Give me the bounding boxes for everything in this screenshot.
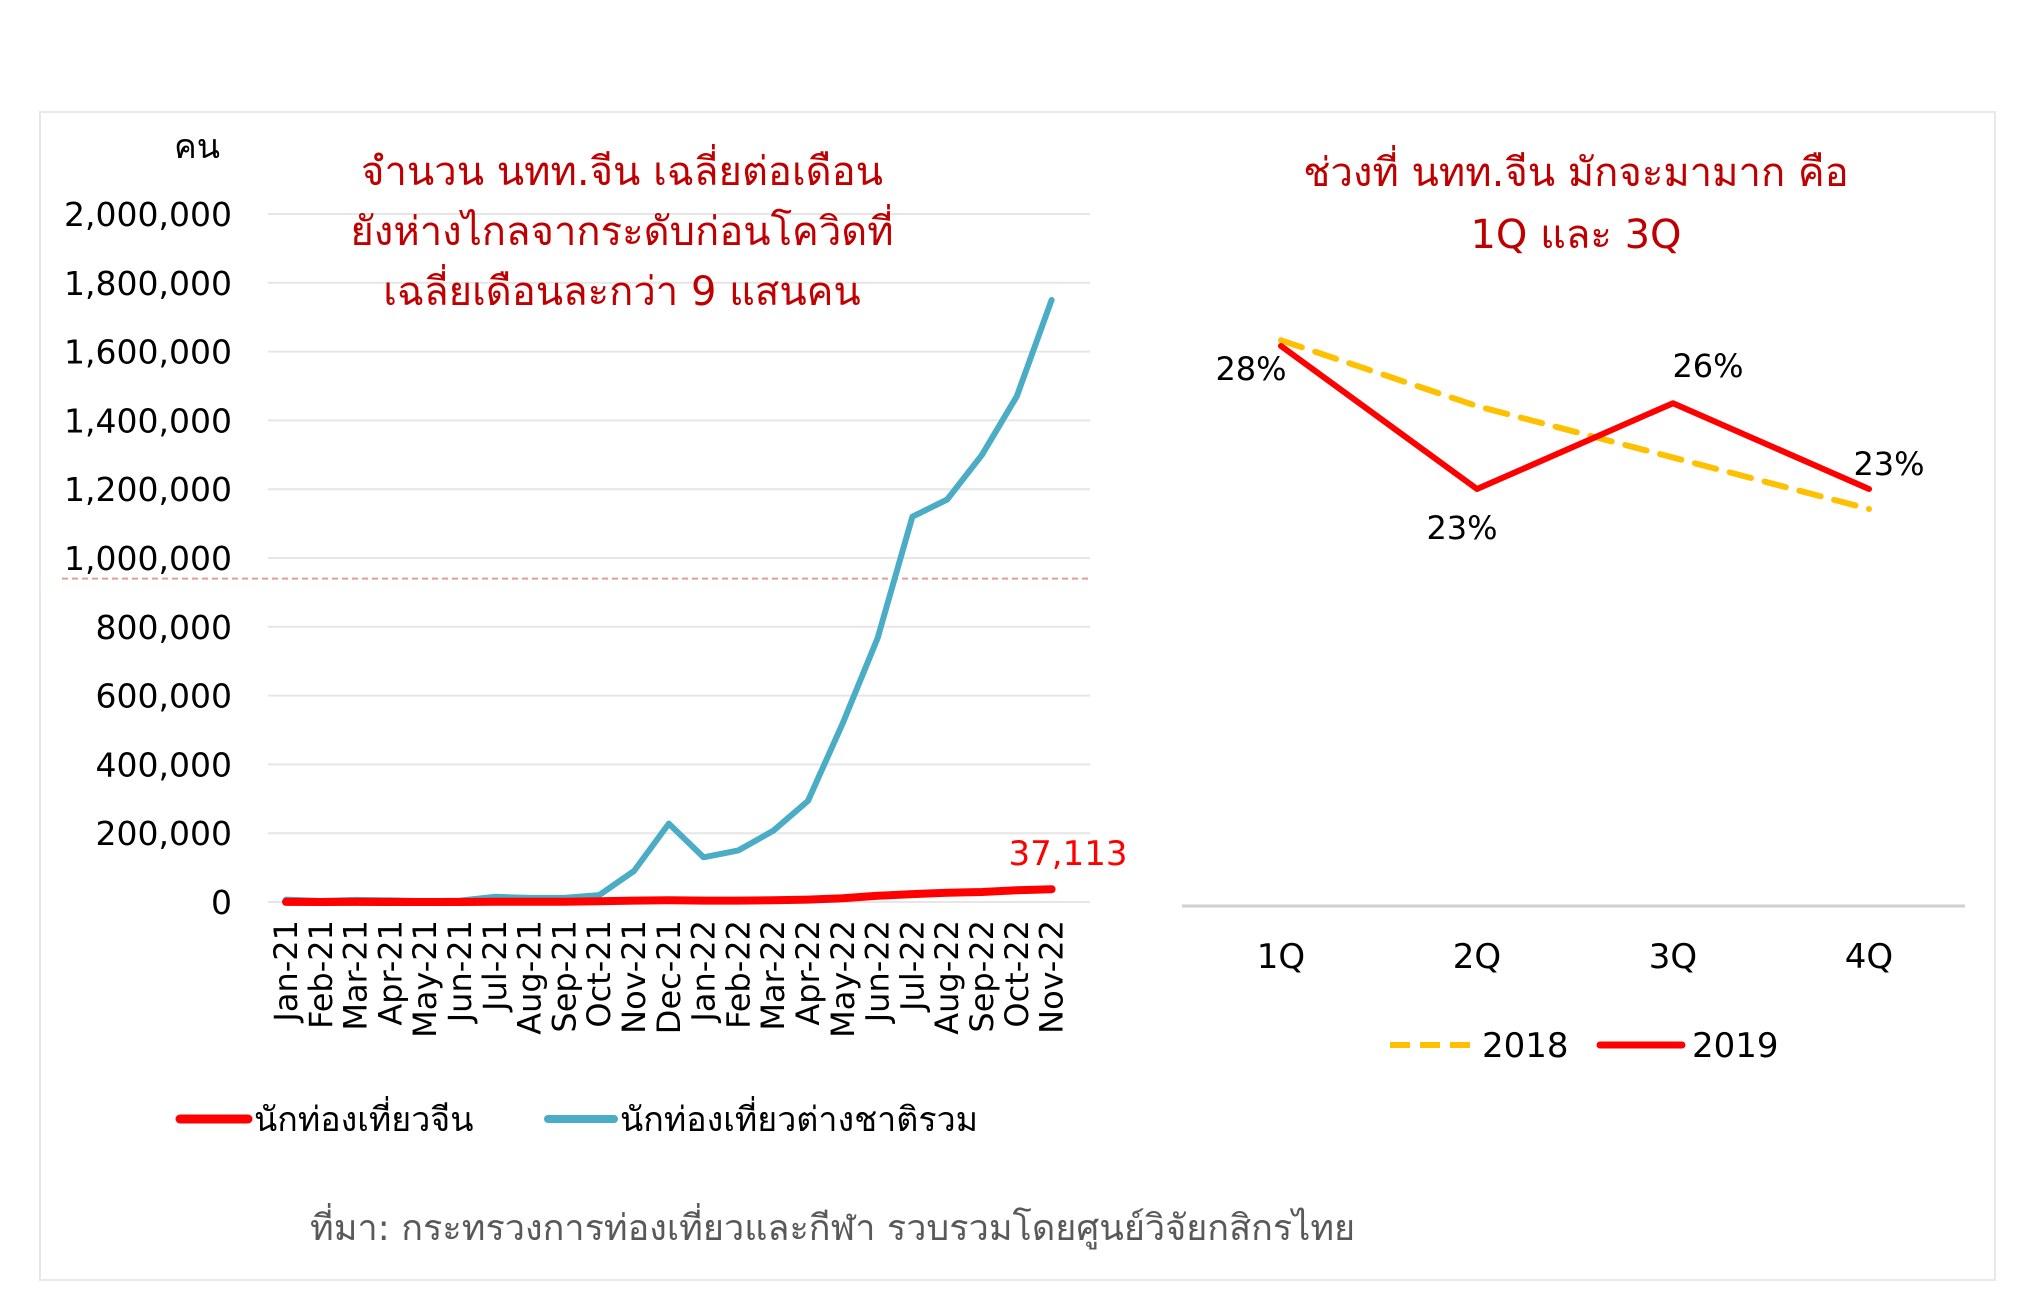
right-x-tick-label: 3Q [1649,937,1697,977]
legend-label-2019: 2019 [1692,1026,1779,1066]
legend-label-2018: 2018 [1482,1026,1569,1066]
left-y-axis-label: คน [174,127,220,167]
series-2019-data-labels: 28% 23% 26% 23% [1215,347,1924,547]
left-x-tick-label: Jun-21 [441,920,479,1024]
left-x-tick-label: Apr-21 [371,920,409,1026]
right-x-tick-label: 1Q [1257,937,1305,977]
left-x-tick-label: Nov-21 [615,920,653,1034]
left-y-tick-label: 200,000 [96,814,232,853]
left-y-tick-label: 0 [211,883,232,922]
legend-label-total: นักท่องเที่ยวต่างชาติรวม [620,1096,978,1140]
left-y-tick-label: 1,200,000 [64,470,232,509]
series-2019-data-label: 23% [1853,445,1924,483]
left-chart-title-line-3: เฉลี่ยเดือนละกว่า 9 แสนคน [383,264,861,315]
left-y-tick-label: 800,000 [96,608,232,647]
left-x-tick-label: Jan-22 [685,920,723,1024]
left-x-tick-label: Aug-22 [928,920,966,1035]
left-x-tick-label: Jun-22 [859,920,897,1024]
left-chart-title-line-2: ยังห่างไกลจากระดับก่อนโควิดที่ [350,204,893,255]
right-x-tick-label: 4Q [1845,937,1893,977]
left-x-tick-label: Oct-21 [580,920,618,1028]
left-y-tick-label: 1,800,000 [64,264,232,303]
left-y-tick-label: 1,600,000 [64,333,232,372]
left-x-tick-label: Aug-21 [511,920,549,1035]
chinese-last-value-label: 37,113 [1009,834,1128,874]
left-x-tick-label: Sep-21 [545,920,583,1033]
series-line-2019 [1278,343,1872,492]
left-y-tick-label: 600,000 [96,677,232,716]
series-2019-data-label: 28% [1215,350,1286,388]
left-x-tick-label: Mar-21 [337,920,375,1031]
left-y-tick-label: 1,000,000 [64,539,232,578]
right-x-tick-label: 2Q [1453,937,1501,977]
left-x-tick-labels: Jan-21Feb-21Mar-21Apr-21May-21Jun-21Jul-… [267,920,1071,1038]
left-x-tick-label: Sep-22 [963,920,1001,1033]
left-y-tick-label: 1,400,000 [64,401,232,440]
left-x-tick-label: Feb-21 [302,920,340,1029]
series-line-chinese [282,885,1056,906]
series-line-2018 [1278,337,1872,512]
left-chart-title-line-1: จำนวน นทท.จีน เฉลี่ยต่อเดือน [361,144,883,195]
right-chart-title-line-1: ช่วงที่ นทท.จีน มักจะมามาก คือ [1303,145,1848,196]
left-x-tick-label: Apr-22 [789,920,827,1026]
legend-label-chinese: นักท่องเที่ยวจีน [254,1096,473,1140]
source-note: ที่มา: กระทรวงการท่องเที่ยวและกีฬา รวบรว… [310,1203,1355,1250]
left-y-tick-label: 2,000,000 [64,195,232,234]
left-x-tick-label: Mar-22 [754,920,792,1031]
left-x-tick-label: Jan-21 [267,920,305,1024]
left-x-tick-label: Oct-22 [998,920,1036,1028]
left-x-tick-label: Nov-22 [1033,920,1071,1034]
series-2019-data-label: 26% [1672,347,1743,385]
left-x-tick-label: Feb-22 [719,920,757,1029]
left-y-tick-label: 400,000 [96,745,232,784]
right-chart-title-line-2: 1Q และ 3Q [1470,212,1681,258]
left-x-tick-label: May-21 [406,920,444,1038]
right-x-tick-labels: 1Q 2Q 3Q 4Q [1257,937,1893,977]
left-x-tick-label: Jul-21 [476,920,514,1013]
series-2019-data-label: 23% [1426,509,1497,547]
left-x-tick-label: Jul-22 [893,920,931,1013]
left-y-tick-labels: 0 200,000 400,000 600,000 800,000 1,000,000 1,… [64,195,232,922]
left-x-tick-label: Dec-21 [650,920,688,1034]
left-x-tick-label: May-22 [824,920,862,1038]
